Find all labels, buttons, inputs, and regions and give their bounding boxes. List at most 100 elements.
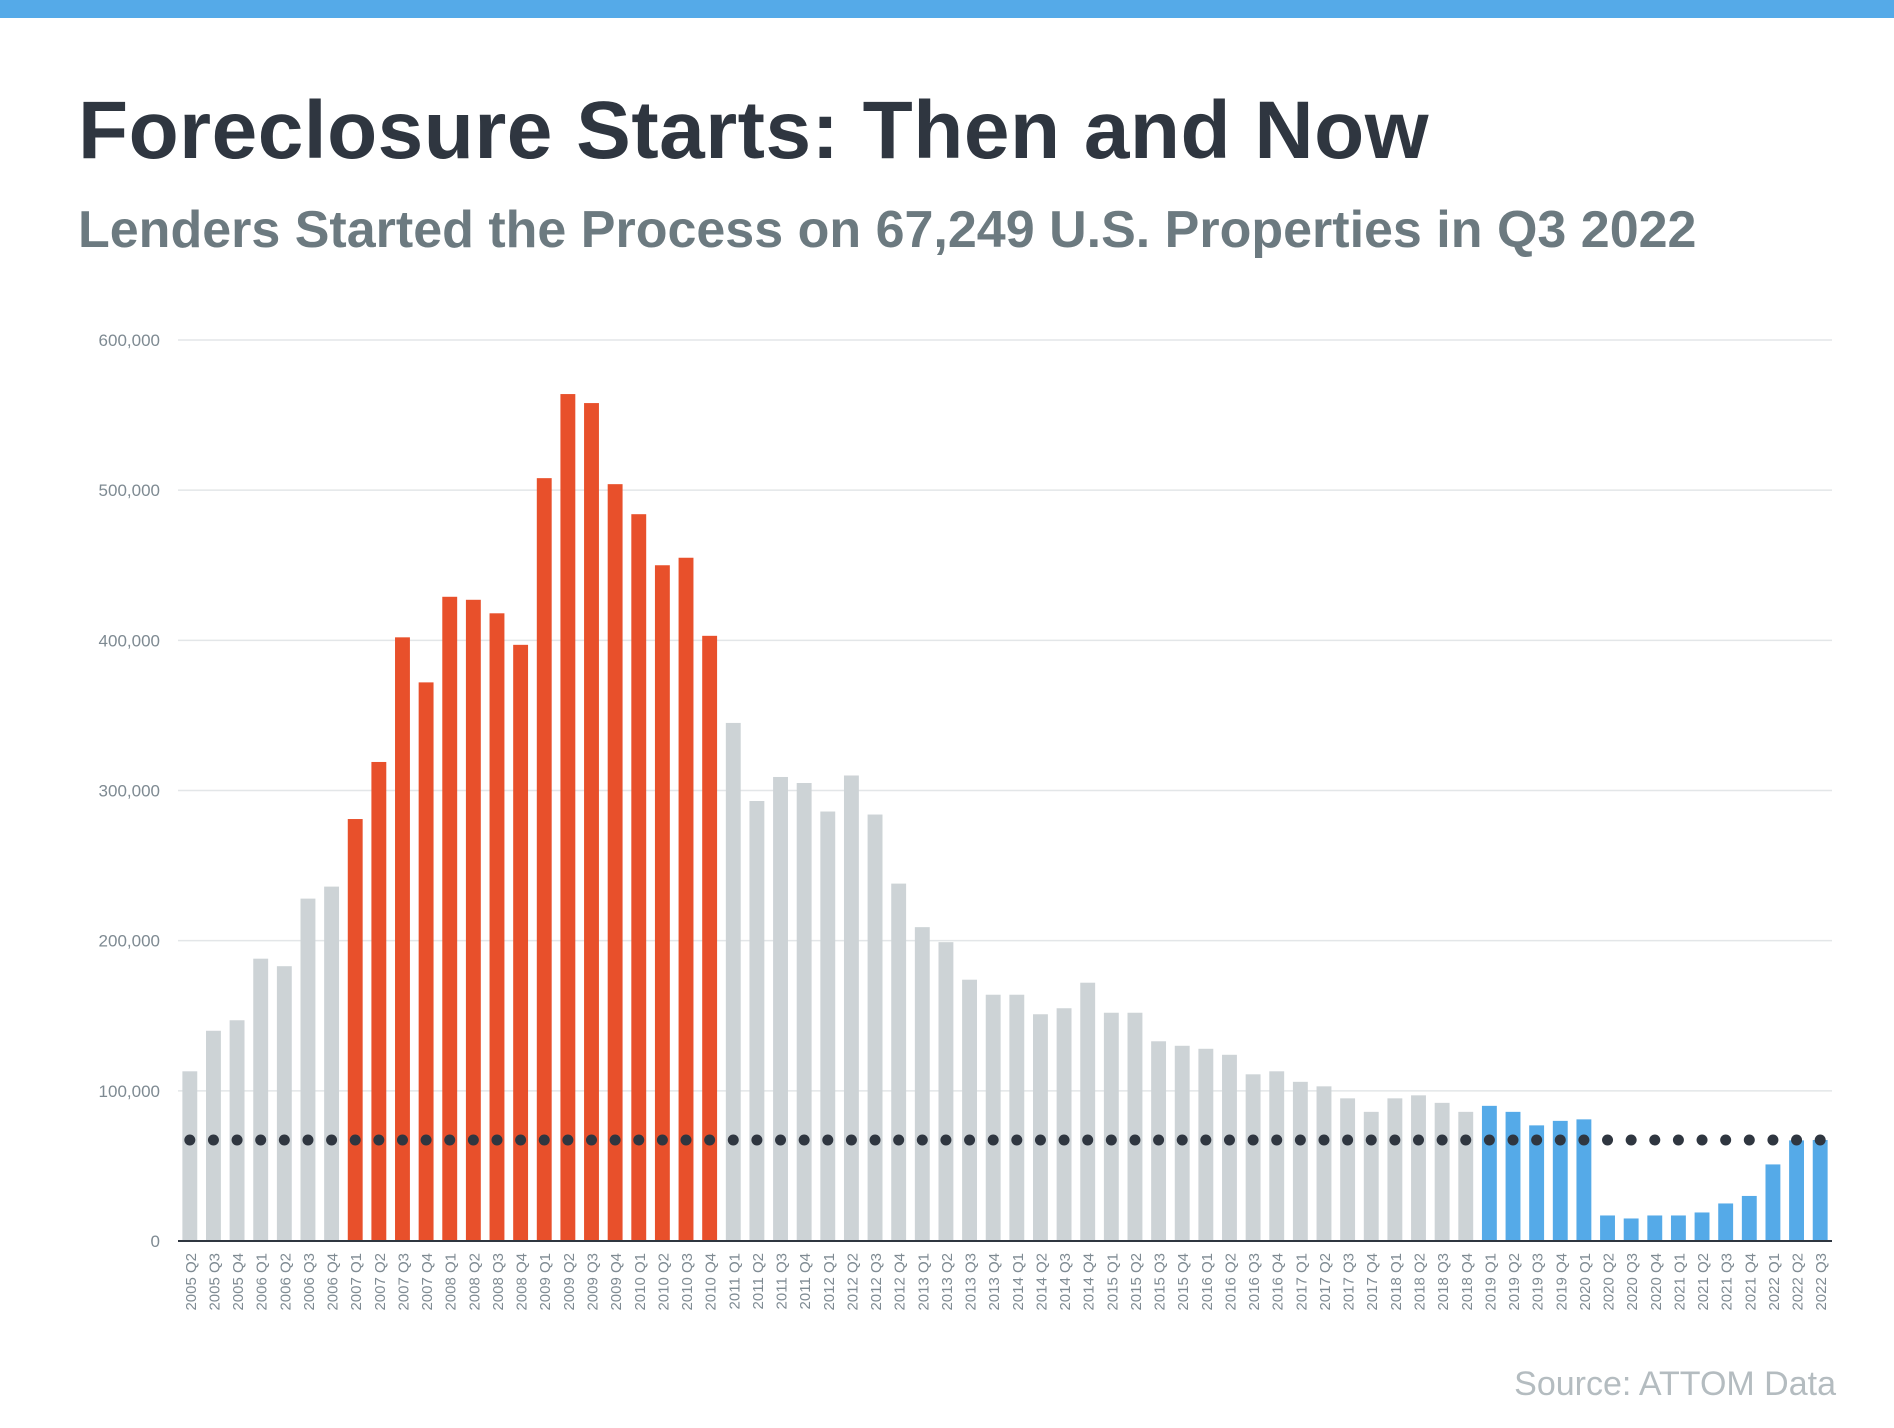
reference-dot bbox=[1625, 1134, 1637, 1146]
reference-line bbox=[184, 1134, 1826, 1146]
reference-dot bbox=[1413, 1134, 1424, 1146]
x-tick-label: 2015 Q1 bbox=[1104, 1253, 1121, 1311]
x-tick-label: 2018 Q3 bbox=[1435, 1253, 1452, 1311]
bar bbox=[489, 613, 505, 1241]
reference-dot bbox=[1365, 1134, 1377, 1146]
bar bbox=[1363, 1111, 1379, 1241]
x-tick-label: 2021 Q2 bbox=[1695, 1253, 1712, 1311]
bar bbox=[182, 1071, 198, 1241]
reference-dot bbox=[1767, 1134, 1779, 1146]
bar bbox=[395, 637, 410, 1241]
bar bbox=[1056, 1008, 1072, 1241]
x-tick-label: 2007 Q3 bbox=[395, 1253, 412, 1311]
reference-dot bbox=[1200, 1134, 1212, 1146]
reference-dot bbox=[940, 1134, 952, 1146]
reference-dot bbox=[444, 1134, 456, 1146]
reference-dot bbox=[1483, 1134, 1495, 1146]
x-tick-label: 2019 Q4 bbox=[1553, 1253, 1570, 1311]
reference-dot bbox=[987, 1134, 999, 1146]
x-tick-label: 2007 Q4 bbox=[419, 1253, 436, 1311]
reference-dot bbox=[278, 1134, 290, 1146]
bar bbox=[1529, 1125, 1545, 1241]
bar bbox=[465, 599, 481, 1241]
bar bbox=[1481, 1105, 1497, 1241]
reference-dot bbox=[1672, 1134, 1684, 1146]
bar bbox=[985, 994, 1001, 1241]
reference-dot bbox=[1696, 1134, 1708, 1146]
bar bbox=[1623, 1218, 1639, 1241]
x-tick-label: 2010 Q2 bbox=[655, 1253, 672, 1311]
x-tick-label: 2022 Q1 bbox=[1766, 1253, 1783, 1311]
x-tick-label: 2020 Q2 bbox=[1601, 1253, 1618, 1311]
reference-dot bbox=[1460, 1134, 1472, 1146]
bar bbox=[1718, 1203, 1734, 1241]
reference-dot bbox=[467, 1134, 479, 1146]
reference-dot bbox=[207, 1134, 219, 1146]
reference-dot bbox=[845, 1134, 857, 1146]
y-axis-ticks: 0 100,000 200,000 300,000 400,000 500,000 600,… bbox=[99, 331, 160, 1251]
reference-dot bbox=[515, 1134, 527, 1146]
top-accent-bar bbox=[0, 0, 1894, 18]
bar bbox=[513, 644, 529, 1241]
y-tick-label: 400,000 bbox=[99, 631, 160, 650]
x-tick-label: 2015 Q3 bbox=[1152, 1253, 1169, 1311]
bar bbox=[1741, 1195, 1757, 1241]
bar bbox=[1103, 1012, 1119, 1241]
x-tick-label: 2017 Q4 bbox=[1364, 1253, 1381, 1311]
x-tick-label: 2015 Q4 bbox=[1175, 1253, 1192, 1311]
reference-dot bbox=[1554, 1134, 1566, 1146]
bar bbox=[1600, 1215, 1615, 1241]
bar bbox=[725, 722, 741, 1241]
bar bbox=[749, 801, 765, 1241]
bar bbox=[678, 557, 694, 1241]
bar bbox=[1080, 982, 1096, 1241]
x-tick-label: 2006 Q1 bbox=[254, 1253, 271, 1311]
x-tick-label: 2012 Q3 bbox=[868, 1253, 885, 1311]
bars bbox=[182, 394, 1828, 1241]
x-tick-label: 2017 Q1 bbox=[1293, 1253, 1310, 1311]
bar bbox=[347, 819, 363, 1241]
reference-dot bbox=[396, 1134, 408, 1146]
reference-dot bbox=[1436, 1134, 1448, 1146]
reference-dot bbox=[1034, 1134, 1046, 1146]
x-tick-label: 2006 Q4 bbox=[325, 1253, 342, 1311]
x-tick-label: 2016 Q3 bbox=[1246, 1253, 1263, 1311]
x-tick-label: 2016 Q4 bbox=[1270, 1253, 1287, 1311]
reference-dot bbox=[302, 1134, 314, 1146]
x-tick-label: 2012 Q4 bbox=[892, 1253, 909, 1311]
x-tick-label: 2009 Q4 bbox=[608, 1253, 625, 1311]
reference-dot bbox=[1578, 1134, 1590, 1146]
reference-dot bbox=[680, 1134, 692, 1146]
reference-dot bbox=[916, 1134, 928, 1146]
bar bbox=[1340, 1098, 1356, 1241]
bar bbox=[1789, 1140, 1805, 1241]
bar bbox=[536, 478, 552, 1241]
reference-dot bbox=[538, 1134, 550, 1146]
reference-dot bbox=[1507, 1134, 1519, 1146]
x-tick-label: 2007 Q1 bbox=[348, 1253, 365, 1311]
y-tick-label: 0 bbox=[151, 1232, 160, 1251]
bar bbox=[1505, 1111, 1521, 1241]
bar bbox=[1292, 1081, 1308, 1241]
y-tick-label: 600,000 bbox=[99, 331, 160, 350]
x-tick-label: 2009 Q2 bbox=[561, 1253, 578, 1311]
x-tick-label: 2008 Q1 bbox=[443, 1253, 460, 1311]
x-tick-label: 2005 Q3 bbox=[206, 1253, 223, 1311]
reference-dot bbox=[633, 1134, 645, 1146]
x-tick-label: 2022 Q3 bbox=[1813, 1253, 1830, 1311]
bar bbox=[702, 635, 718, 1241]
reference-dot bbox=[798, 1134, 810, 1146]
bar bbox=[1245, 1074, 1261, 1241]
reference-dot bbox=[1602, 1134, 1614, 1146]
reference-dot bbox=[1318, 1134, 1330, 1146]
reference-dot bbox=[869, 1134, 881, 1146]
x-tick-label: 2009 Q1 bbox=[537, 1253, 554, 1311]
x-tick-label: 2019 Q3 bbox=[1530, 1253, 1547, 1311]
bar bbox=[1647, 1215, 1663, 1241]
bar bbox=[607, 484, 623, 1241]
bar bbox=[1127, 1012, 1143, 1241]
bar bbox=[914, 927, 930, 1241]
source-note: Source: ATTOM Data bbox=[1514, 1365, 1836, 1403]
reference-dot bbox=[1105, 1134, 1117, 1146]
